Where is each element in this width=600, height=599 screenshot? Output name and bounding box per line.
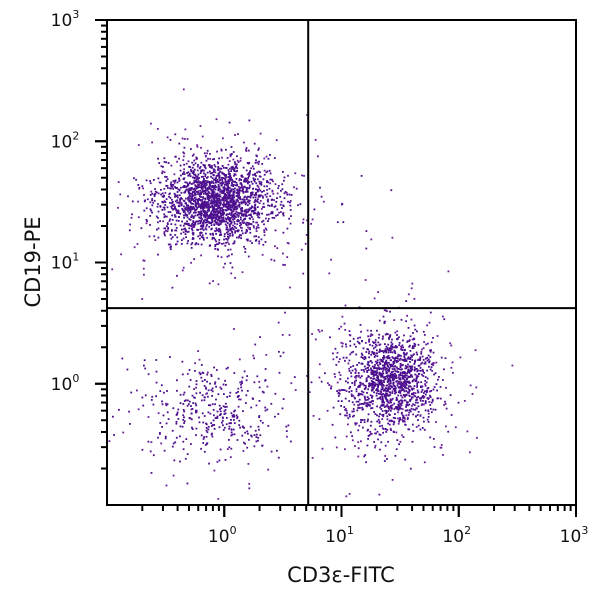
plot-frame [106,19,577,506]
population-lower-left [108,283,329,500]
x-axis: 100 101 102 103 [141,505,589,547]
y-tick-label: 100 [51,372,80,395]
y-tick-label: 101 [51,251,80,274]
y-tick-label: 103 [51,8,80,31]
quadrant-gates [107,20,576,505]
x-tick-label: 103 [560,524,589,547]
y-axis-title: CD19-PE [21,216,45,307]
population-upper-left [111,88,332,352]
y-tick-label: 102 [51,129,80,152]
population-lower-right [288,279,514,498]
x-axis-title: CD3ε-FITC [287,563,395,587]
population-upper-right [304,175,450,273]
event-dots [108,88,514,500]
x-tick-label: 100 [208,524,237,547]
y-axis: 100 101 102 103 [51,8,107,470]
x-tick-label: 101 [325,524,354,547]
x-tick-label: 102 [442,524,471,547]
